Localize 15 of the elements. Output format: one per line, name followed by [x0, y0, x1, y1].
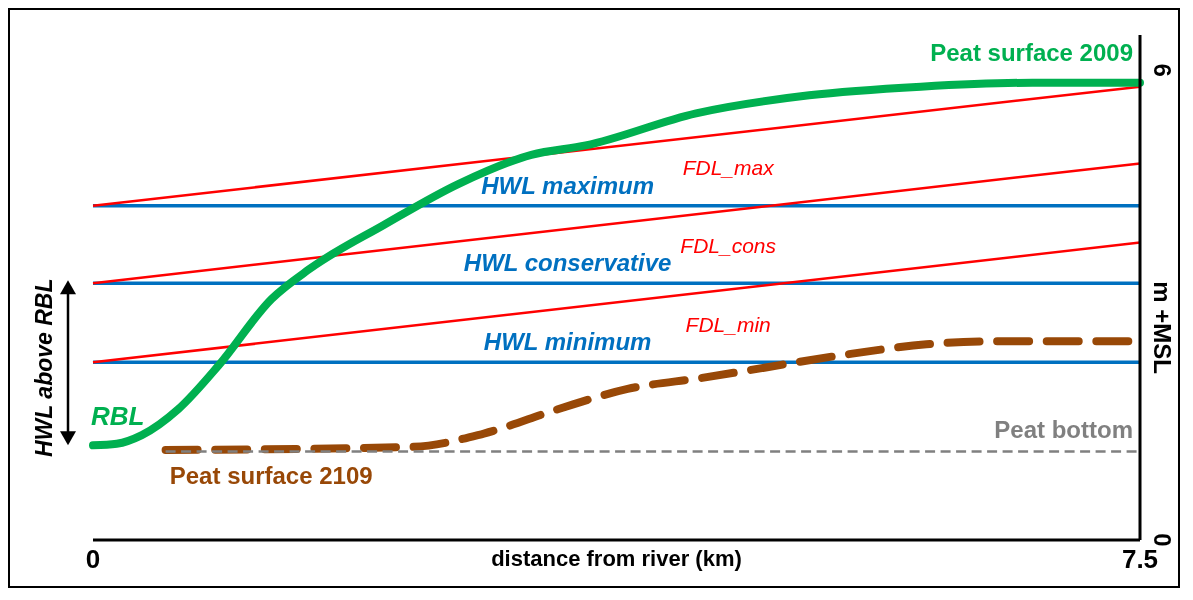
- x-tick-label: 7.5: [1121, 544, 1159, 574]
- series-label: Peat bottom: [994, 415, 1134, 443]
- series-label: Peat surface 2109: [169, 461, 373, 489]
- y-tick-label: 6: [1149, 63, 1176, 77]
- series-label: FDL_max: [682, 156, 776, 180]
- series-label: HWL maximum: [481, 171, 655, 199]
- y-axis-title: m +MSL: [1149, 281, 1176, 374]
- series-label: FDL_min: [685, 312, 771, 336]
- series-label: HWL conservative: [463, 249, 672, 277]
- text: HWL above RBL: [31, 278, 57, 458]
- x-axis-title: distance from river (km): [491, 546, 742, 571]
- series-label: Peat surface 2009: [930, 38, 1134, 66]
- annotation: RBL: [91, 401, 145, 432]
- series-label: HWL minimum: [483, 328, 652, 356]
- series-label: FDL_cons: [680, 233, 777, 257]
